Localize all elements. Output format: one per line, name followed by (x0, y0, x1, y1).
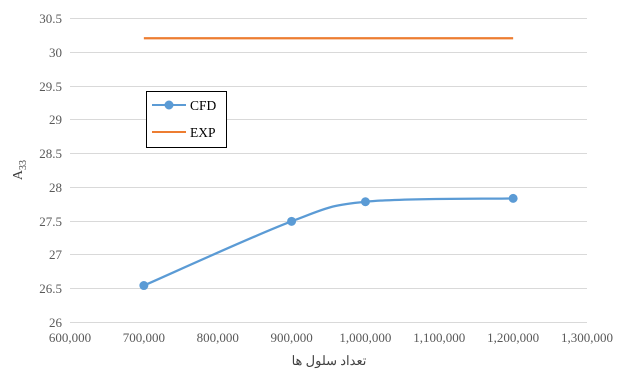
legend: CFD EXP (146, 91, 227, 148)
x-tick-label: 1,200,000 (487, 330, 539, 345)
y-tick-label: 30.5 (39, 11, 62, 26)
series-layer (139, 37, 518, 291)
y-axis-title: A33 (11, 160, 29, 180)
x-axis-title: تعداد سلول ها (292, 353, 367, 369)
legend-cfd-marker (164, 100, 174, 110)
y-tick-label: 27.5 (39, 214, 62, 229)
x-tick-label: 1,100,000 (413, 330, 465, 345)
cfd-data-point (139, 281, 149, 291)
y-tick-label: 29 (49, 112, 62, 127)
legend-exp-label: EXP (190, 125, 216, 140)
legend-box (146, 91, 227, 148)
y-tick-label: 30 (49, 45, 62, 60)
x-tick-labels: 600,000 700,000 800,000 900,000 1,000,000 1,1… (49, 330, 613, 345)
y-tick-label: 26 (49, 315, 63, 330)
cfd-data-point (508, 193, 518, 203)
y-tick-label: 28.5 (39, 146, 62, 161)
y-axis-title-subscript: 33 (18, 160, 29, 170)
x-tick-label: 900,000 (270, 330, 312, 345)
y-tick-label: 27 (49, 247, 63, 262)
y-axis-title-base: A (11, 169, 26, 180)
x-tick-label: 1,000,000 (339, 330, 391, 345)
x-tick-label: 700,000 (123, 330, 165, 345)
y-tick-labels: 26 26.5 27 27.5 28 28.5 29 29.5 30 30.5 (39, 11, 62, 330)
cfd-series-line (143, 197, 514, 287)
x-tick-label: 1,300,000 (561, 330, 613, 345)
legend-cfd-label: CFD (190, 98, 217, 113)
y-tick-label: 28 (49, 180, 62, 195)
x-tick-label: 800,000 (197, 330, 239, 345)
y-tick-label: 26.5 (39, 281, 62, 296)
y-tick-label: 29.5 (39, 79, 62, 94)
gridlines (70, 18, 587, 323)
cfd-data-point (360, 197, 370, 207)
x-tick-label: 600,000 (49, 330, 91, 345)
cfd-data-point (287, 216, 297, 226)
